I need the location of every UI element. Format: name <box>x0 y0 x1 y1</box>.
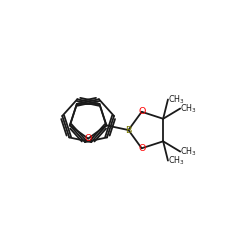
Text: O: O <box>84 134 92 143</box>
Text: CH$_3$: CH$_3$ <box>180 145 197 158</box>
Text: O: O <box>138 144 145 153</box>
Text: O: O <box>138 107 145 116</box>
Text: CH$_3$: CH$_3$ <box>168 154 185 167</box>
Text: CH$_3$: CH$_3$ <box>168 93 185 106</box>
Text: B: B <box>125 126 132 134</box>
Text: CH$_3$: CH$_3$ <box>180 102 197 115</box>
